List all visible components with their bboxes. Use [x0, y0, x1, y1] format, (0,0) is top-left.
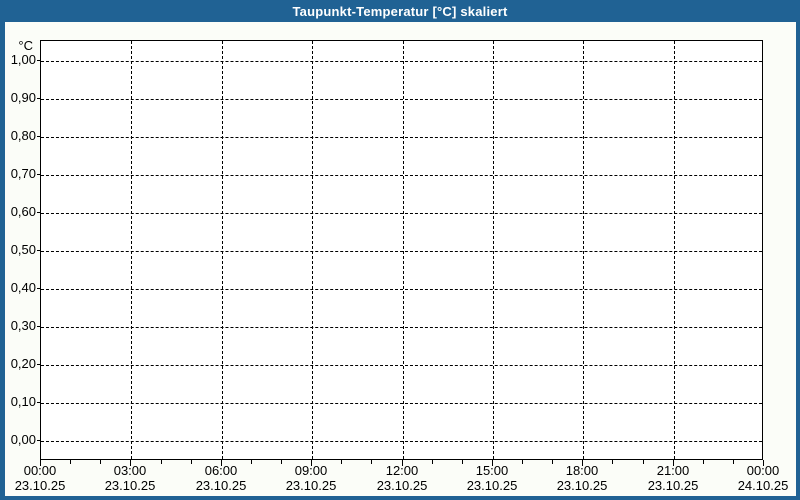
y-tick-label: 0,40 [10, 280, 36, 295]
h-gridline [41, 213, 762, 214]
x-minor-tick [643, 460, 644, 464]
x-minor-tick [161, 460, 162, 464]
y-tick-label: 0,00 [10, 432, 36, 447]
chart-title: Taupunkt-Temperatur [°C] skaliert [292, 3, 508, 19]
y-axis-tick [37, 440, 41, 441]
x-minor-tick [612, 460, 613, 464]
y-tick-label: 0,80 [10, 128, 36, 143]
v-gridline [583, 41, 584, 459]
y-tick-label: 0,60 [10, 204, 36, 219]
y-tick-label: 0,50 [10, 242, 36, 257]
x-minor-tick [70, 460, 71, 464]
v-gridline [403, 41, 404, 459]
x-major-tick [40, 460, 41, 466]
x-minor-tick [281, 460, 282, 464]
h-gridline [41, 403, 762, 404]
x-major-tick [221, 460, 222, 466]
x-date-label: 23.10.25 [647, 478, 699, 493]
x-time-label: 18:00 [565, 463, 599, 478]
y-tick-label: 0,30 [10, 318, 36, 333]
plot-area [40, 40, 763, 460]
y-axis-tick [37, 326, 41, 327]
x-date-label: 23.10.25 [556, 478, 608, 493]
x-minor-tick [552, 460, 553, 464]
y-axis-tick [37, 174, 41, 175]
x-date-label: 23.10.25 [285, 478, 337, 493]
x-time-label: 03:00 [113, 463, 147, 478]
y-tick-label: 0,20 [10, 356, 36, 371]
y-axis-tick [37, 402, 41, 403]
v-gridline [312, 41, 313, 459]
x-major-tick [492, 460, 493, 466]
x-major-tick [130, 460, 131, 466]
x-minor-tick [191, 460, 192, 464]
y-tick-label: 0,70 [10, 166, 36, 181]
h-gridline [41, 365, 762, 366]
y-axis-tick [37, 212, 41, 213]
y-axis-tick [37, 250, 41, 251]
x-time-label: 12:00 [385, 463, 419, 478]
x-major-tick [311, 460, 312, 466]
h-gridline [41, 327, 762, 328]
y-axis-tick [37, 98, 41, 99]
x-minor-tick [703, 460, 704, 464]
x-time-label: 00:00 [746, 463, 780, 478]
v-gridline [131, 41, 132, 459]
title-bar: Taupunkt-Temperatur [°C] skaliert [0, 0, 800, 22]
x-minor-tick [251, 460, 252, 464]
x-major-tick [673, 460, 674, 466]
x-minor-tick [371, 460, 372, 464]
x-date-label: 24.10.25 [737, 478, 789, 493]
x-time-label: 09:00 [294, 463, 328, 478]
h-gridline [41, 61, 762, 62]
x-date-label: 23.10.25 [104, 478, 156, 493]
v-gridline [674, 41, 675, 459]
y-tick-label: 0,90 [10, 90, 36, 105]
x-minor-tick [733, 460, 734, 464]
v-gridline [493, 41, 494, 459]
x-date-label: 23.10.25 [195, 478, 247, 493]
x-major-tick [763, 460, 764, 466]
y-axis-unit-label: °C [18, 38, 33, 53]
h-gridline [41, 289, 762, 290]
y-axis-tick [37, 364, 41, 365]
y-tick-label: 1,00 [10, 52, 36, 67]
h-gridline [41, 441, 762, 442]
x-minor-tick [522, 460, 523, 464]
x-time-label: 00:00 [23, 463, 57, 478]
x-minor-tick [341, 460, 342, 464]
x-time-label: 15:00 [475, 463, 509, 478]
h-gridline [41, 251, 762, 252]
y-tick-label: 0,10 [10, 394, 36, 409]
x-minor-tick [462, 460, 463, 464]
y-axis-tick [37, 136, 41, 137]
y-axis-tick [37, 60, 41, 61]
x-major-tick [402, 460, 403, 466]
x-date-label: 23.10.25 [376, 478, 428, 493]
y-axis-tick [37, 288, 41, 289]
h-gridline [41, 175, 762, 176]
h-gridline [41, 99, 762, 100]
x-minor-tick [100, 460, 101, 464]
h-gridline [41, 137, 762, 138]
x-date-label: 23.10.25 [466, 478, 518, 493]
x-time-label: 06:00 [204, 463, 238, 478]
x-time-label: 21:00 [656, 463, 690, 478]
x-major-tick [582, 460, 583, 466]
v-gridline [222, 41, 223, 459]
x-minor-tick [432, 460, 433, 464]
x-date-label: 23.10.25 [14, 478, 66, 493]
